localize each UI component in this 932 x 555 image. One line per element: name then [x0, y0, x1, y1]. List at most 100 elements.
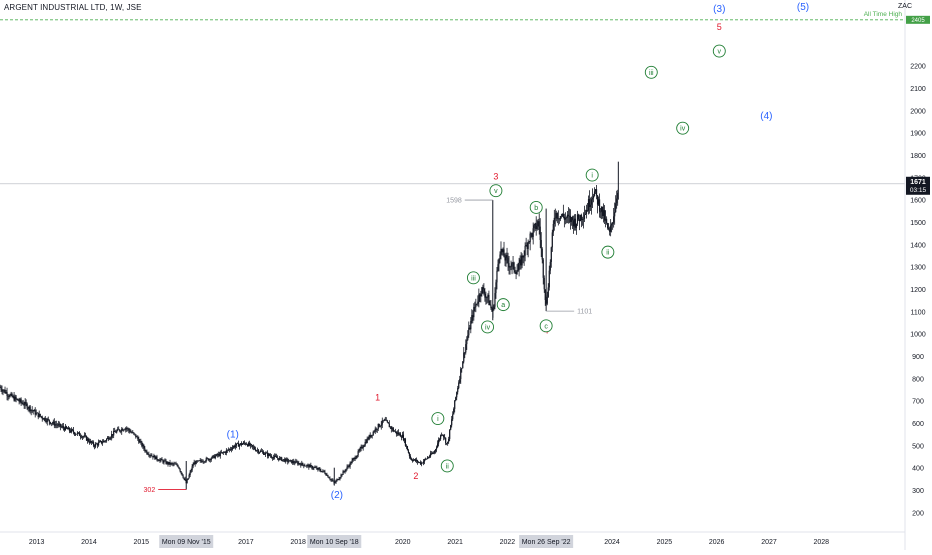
- wave-label[interactable]: 3: [493, 172, 498, 182]
- candle-body: [168, 462, 170, 465]
- wave-circle-label[interactable]: iv: [485, 324, 491, 331]
- candle-body: [257, 450, 260, 453]
- candle-body: [249, 444, 252, 446]
- candle-body: [119, 429, 121, 432]
- candle-body: [474, 306, 476, 308]
- candle-body: [98, 441, 101, 443]
- candle-body: [136, 436, 138, 438]
- candle-body: [433, 450, 436, 453]
- candle-body: [72, 430, 75, 433]
- candle-body: [607, 222, 609, 229]
- wave-circle-label[interactable]: iv: [680, 126, 686, 133]
- candle-body: [511, 263, 513, 267]
- candle-body: [336, 479, 338, 481]
- candle-body: [467, 335, 469, 340]
- candle-body: [41, 416, 43, 419]
- candle-body: [613, 216, 615, 223]
- candle-body: [606, 218, 608, 223]
- candle-body: [440, 435, 442, 440]
- candle-body: [108, 437, 110, 440]
- candle-body: [375, 428, 377, 430]
- candle-body: [177, 465, 179, 468]
- candle-body: [274, 455, 276, 458]
- wave-annotations: 30215981101(1)(2)(3)(4)(5)12345iiiiiiivv…: [144, 2, 810, 501]
- candle-body: [91, 442, 94, 443]
- candle-body: [307, 464, 309, 466]
- x-tick-label: 2014: [81, 539, 97, 546]
- candle-body: [287, 459, 289, 462]
- candle-body: [226, 449, 228, 451]
- wave-label[interactable]: (3): [713, 4, 725, 15]
- candle-body: [258, 452, 261, 453]
- candle-body: [16, 398, 18, 400]
- candle-body: [390, 426, 392, 430]
- candle-body: [105, 440, 107, 442]
- candle-body: [125, 428, 127, 430]
- wave-label[interactable]: (5): [797, 2, 809, 13]
- candle-body: [325, 473, 327, 476]
- wave-circle-label[interactable]: ii: [446, 463, 450, 470]
- candle-body: [55, 424, 57, 425]
- wave-circle-label[interactable]: iii: [471, 275, 476, 282]
- candle-body: [33, 410, 35, 412]
- candle-body: [560, 215, 562, 217]
- wave-label[interactable]: (2): [331, 490, 343, 501]
- candle-body: [135, 434, 137, 438]
- candle-body: [382, 420, 384, 421]
- wave-circle-label[interactable]: v: [494, 188, 498, 195]
- wave-circle-label[interactable]: i: [591, 173, 593, 180]
- wave-circle-label[interactable]: ii: [606, 250, 610, 257]
- candle-body: [181, 472, 183, 476]
- candle-body: [426, 457, 429, 459]
- wave-circle-label[interactable]: c: [544, 323, 548, 330]
- y-tick-label: 800: [912, 376, 924, 383]
- candle-body: [315, 467, 317, 469]
- wave-label[interactable]: (1): [227, 430, 239, 441]
- y-tick-label: 1300: [910, 265, 926, 272]
- candle-body: [448, 438, 450, 442]
- candle-body: [466, 339, 468, 345]
- wave-circle-label[interactable]: v: [718, 49, 722, 56]
- candle-body: [357, 451, 359, 456]
- wave-circle: [644, 65, 658, 79]
- wave-label[interactable]: (4): [760, 111, 772, 122]
- wave-circle: [539, 319, 553, 333]
- wave-circle-label[interactable]: iii: [649, 70, 654, 77]
- candle-body: [7, 395, 9, 397]
- candle-body: [129, 430, 131, 433]
- candle-body: [562, 213, 564, 217]
- y-tick-label: 1900: [910, 131, 926, 138]
- candle-body: [94, 443, 97, 447]
- y-tick-label: 500: [912, 443, 924, 450]
- candle-body: [245, 444, 248, 445]
- wave-label[interactable]: 1: [375, 393, 380, 403]
- candle-body: [540, 239, 542, 249]
- ath-label: All Time High: [864, 11, 903, 18]
- candle-body: [178, 467, 180, 469]
- candle-body: [47, 419, 49, 420]
- candle-body: [478, 294, 480, 302]
- candle-body: [150, 455, 152, 456]
- candle-body: [271, 456, 273, 458]
- candle-body: [383, 419, 385, 421]
- candle-body: [270, 455, 272, 457]
- wave-label[interactable]: 5: [717, 22, 722, 32]
- candle-body: [520, 259, 522, 266]
- wave-circle-label[interactable]: a: [501, 302, 505, 309]
- wave-circle-label[interactable]: i: [437, 416, 439, 423]
- candle-body: [63, 427, 65, 431]
- candle-body: [494, 293, 496, 307]
- candle-body: [430, 453, 433, 454]
- wave-label[interactable]: 2: [413, 471, 418, 481]
- candle-body: [328, 477, 330, 479]
- candle-body: [260, 451, 263, 452]
- candle-body: [259, 451, 262, 453]
- candle-body: [62, 426, 64, 428]
- candle-body: [580, 215, 583, 220]
- wave-circle-label[interactable]: b: [534, 205, 538, 212]
- candle-body: [138, 439, 140, 443]
- candle-body: [118, 428, 120, 430]
- candle-body: [256, 450, 259, 451]
